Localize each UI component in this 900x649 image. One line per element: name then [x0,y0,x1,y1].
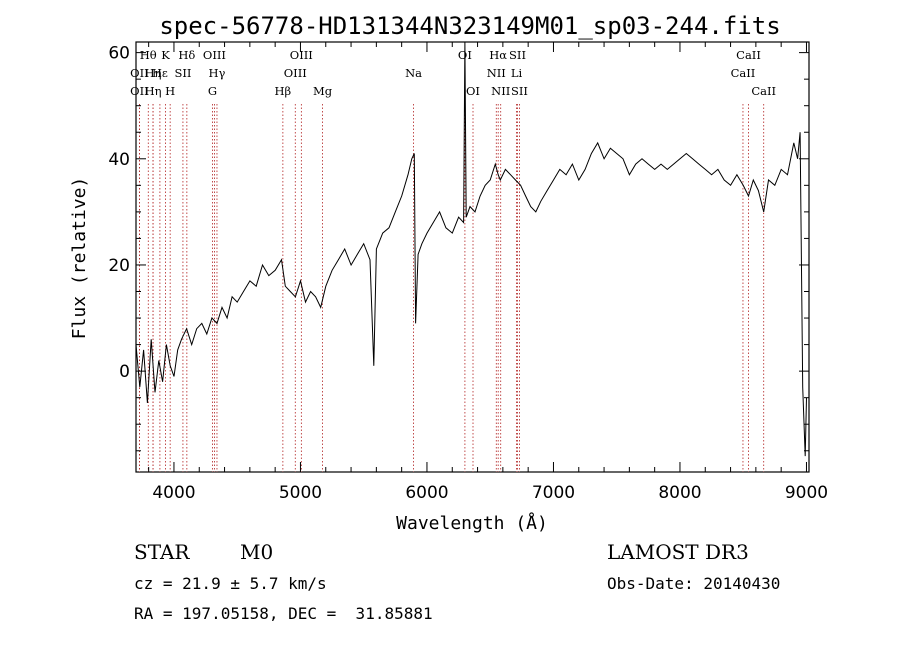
spectral-line-label: Hη [145,66,162,80]
plot-frame [135,41,810,473]
spectral-line-label: Hδ [178,48,195,62]
spectral-line-label: CaII [731,66,756,80]
y-tick-label: 60 [108,44,130,64]
x-tick-label: 7000 [532,483,575,503]
spectral-line-label: SII [174,66,191,80]
y-tick-label: 0 [119,362,130,382]
redshift-value: cz = 21.9 ± 5.7 km/s [134,574,327,593]
spectral-line-label: CaII [736,48,761,62]
spectral-line-label: G [208,84,217,98]
observation-date: Obs-Date: 20140430 [607,574,781,593]
spectral-line-label: OIII [290,48,313,62]
chart-title: spec-56778-HD131344N323149M01_sp03-244.f… [159,12,780,40]
spectral-line-label: Na [405,66,422,80]
spectral-line-label: CaII [751,84,776,98]
x-axis-label: Wavelength (Å) [396,512,548,534]
object-subclass: M0 [240,540,274,564]
spectral-line-label: OI [466,84,480,98]
x-tick-label: 5000 [279,483,322,503]
coordinates: RA = 197.05158, DEC = 31.85881 [134,604,433,623]
survey-name: LAMOST DR3 [607,540,749,564]
spectral-line-label: Hθ [140,48,157,62]
spectral-line-label: Hγ [209,66,226,80]
spectral-line-label: OII [130,84,149,98]
spectral-line-label: SII [509,48,526,62]
x-tick-label: 4000 [152,483,195,503]
axis-ticks: 4000 5000 6000 7000 8000 9000 0 20 40 60 [108,42,828,503]
spectral-line-label: Hβ [275,84,292,98]
spectral-line-label: H [165,84,175,98]
x-tick-label: 8000 [658,483,701,503]
spectral-line-label: K [161,48,170,62]
y-axis-label: Flux (relative) [69,177,90,340]
spectral-line-label: OII [130,66,149,80]
spectral-line-label: OIII [203,48,226,62]
y-tick-label: 20 [108,256,130,276]
spectral-line-label: NII [487,66,506,80]
spectrum-series [135,41,807,457]
y-tick-label: 40 [108,150,130,170]
spectral-line-label: Mg [313,84,333,98]
spectral-line-label: OIII [284,66,307,80]
x-tick-label: 6000 [405,483,448,503]
spectral-line-label: NII [491,84,510,98]
spectral-line-label: SII [511,84,528,98]
spectral-line-label: Hα [489,48,507,62]
spectral-line-label: Hη [145,84,162,98]
spectral-line-label: Li [511,66,523,80]
spectral-line-label: Hε [152,66,168,80]
object-class: STAR [134,540,190,564]
x-tick-label: 9000 [785,483,828,503]
